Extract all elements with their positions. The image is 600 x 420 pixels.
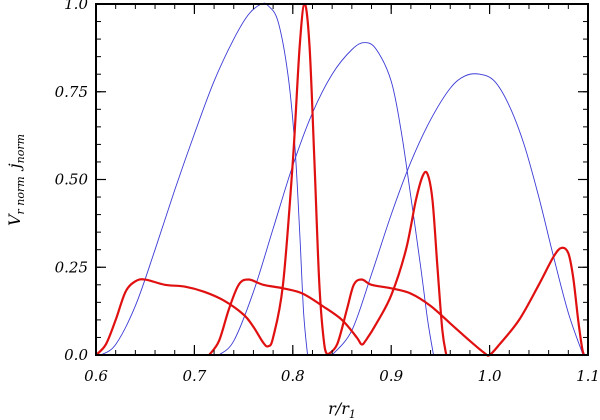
x-axis-title-sub: 1: [349, 408, 356, 420]
x-tick-label: 0.7: [182, 367, 206, 385]
plot-frame: [95, 3, 589, 356]
series-line-red-6: [326, 246, 586, 357]
y-axis-title: Vr norm jnorm: [5, 134, 27, 226]
x-tick-label: 0.8: [281, 367, 305, 385]
y-tick-label: 0.0: [64, 346, 88, 364]
series-layer: [95, 2, 586, 357]
x-tick-label: 0.9: [379, 367, 403, 385]
series-line-blue-1: [100, 2, 309, 356]
y-axis-title-v: V: [5, 213, 24, 226]
series-line-red-5: [208, 170, 448, 356]
y-axis-title-j: j: [5, 163, 24, 171]
y-tick-label: 1.0: [64, 0, 88, 13]
x-tick-label: 1.1: [576, 367, 600, 385]
y-axis-title-v-sub: r norm: [14, 176, 27, 214]
series-line-blue-3: [331, 73, 584, 356]
series-line-blue-2: [218, 42, 434, 356]
x-tick-label: 0.6: [84, 367, 108, 385]
y-axis-title-j-sub: norm: [14, 134, 27, 163]
y-tick-label: 0.50: [55, 171, 89, 189]
ticks-layer: [95, 3, 589, 356]
y-tick-label: 0.75: [55, 83, 88, 101]
series-line-red-4: [95, 2, 330, 356]
tick-label-layer: 0.6 0.7 0.8 0.9 1.0 1.1 0.0 0.25 0.50 0.75 1.0: [55, 0, 600, 385]
x-axis-title: r/r1: [328, 399, 356, 420]
y-tick-label: 0.25: [55, 258, 88, 276]
x-tick-label: 1.0: [478, 367, 502, 385]
x-axis-title-main: r/r: [328, 399, 350, 418]
